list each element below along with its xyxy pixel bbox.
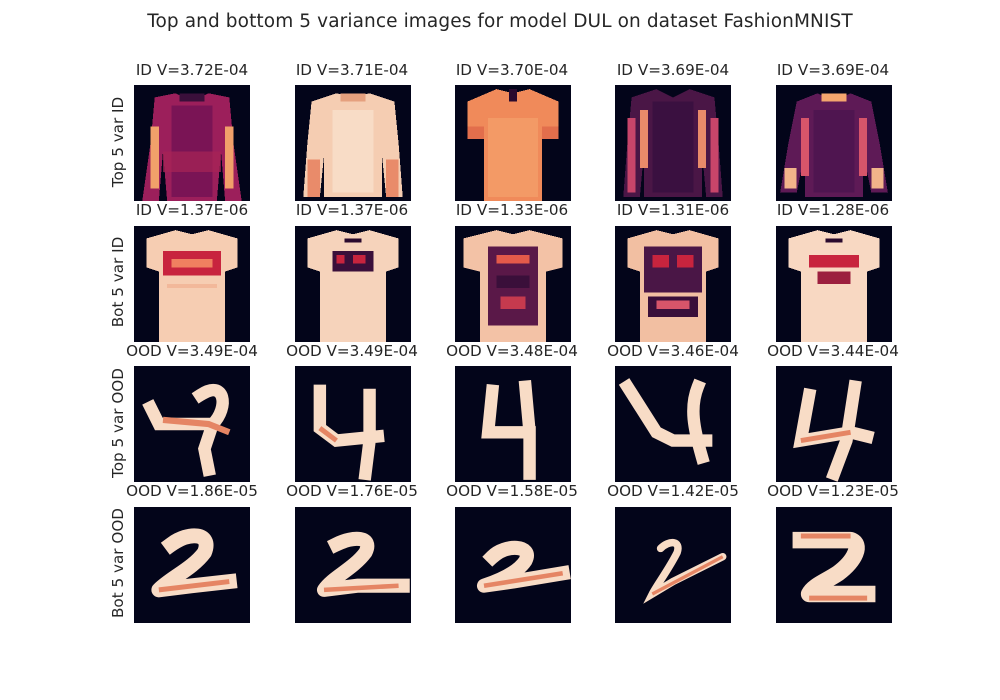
cell-title: ID V=1.37E-06 [135,201,249,219]
digit-4-icon [776,366,892,482]
cell-title: OOD V=3.46E-04 [607,342,739,360]
digit-2-icon [615,507,731,623]
row-label-top-id: Top 5 var ID [109,96,127,188]
row-label-top-ood: Top 5 var OOD [109,368,127,478]
cell-title: ID V=3.72E-04 [135,61,249,79]
row-label-bot-id: Bot 5 var ID [109,236,127,328]
cell-title: OOD V=3.44E-04 [767,342,899,360]
digit-4-icon [295,366,411,482]
cell-title: OOD V=1.23E-05 [767,482,899,500]
printed-t-shirt-icon [776,226,892,342]
cell-title: OOD V=1.76E-05 [286,482,418,500]
cell-title: ID V=3.71E-04 [295,61,409,79]
long-sleeve-top-dark-icon [615,85,731,201]
printed-t-shirt-icon [134,226,250,342]
row-label-bot-ood: Bot 5 var OOD [109,508,127,618]
cell-title: ID V=3.69E-04 [776,61,890,79]
cell-title: ID V=1.31E-06 [616,201,730,219]
cell-title: ID V=3.70E-04 [455,61,569,79]
cell-title: OOD V=3.48E-04 [446,342,578,360]
digit-2-icon [455,507,571,623]
long-sleeve-top-light-icon [295,85,411,201]
printed-t-shirt-icon [615,226,731,342]
digit-2-icon [295,507,411,623]
digit-2-icon [776,507,892,623]
cell-title: OOD V=3.49E-04 [286,342,418,360]
cell-title: ID V=1.28E-06 [776,201,890,219]
figure-title: Top and bottom 5 variance images for mod… [147,11,853,32]
digit-2-icon [134,507,250,623]
cell-title: ID V=1.33E-06 [455,201,569,219]
cell-title: OOD V=1.42E-05 [607,482,739,500]
digit-4-icon [455,366,571,482]
cell-title: OOD V=1.86E-05 [126,482,258,500]
digit-4-icon [134,366,250,482]
digit-4-icon [615,366,731,482]
cell-title: OOD V=1.58E-05 [446,482,578,500]
cell-title: ID V=1.37E-06 [295,201,409,219]
long-sleeve-top-purple-icon [776,85,892,201]
printed-t-shirt-icon [295,226,411,342]
t-shirt-orange-icon [455,85,571,201]
printed-t-shirt-icon [455,226,571,342]
cell-title: OOD V=3.49E-04 [126,342,258,360]
long-sleeve-top-magenta-icon [134,85,250,201]
cell-title: ID V=3.69E-04 [616,61,730,79]
